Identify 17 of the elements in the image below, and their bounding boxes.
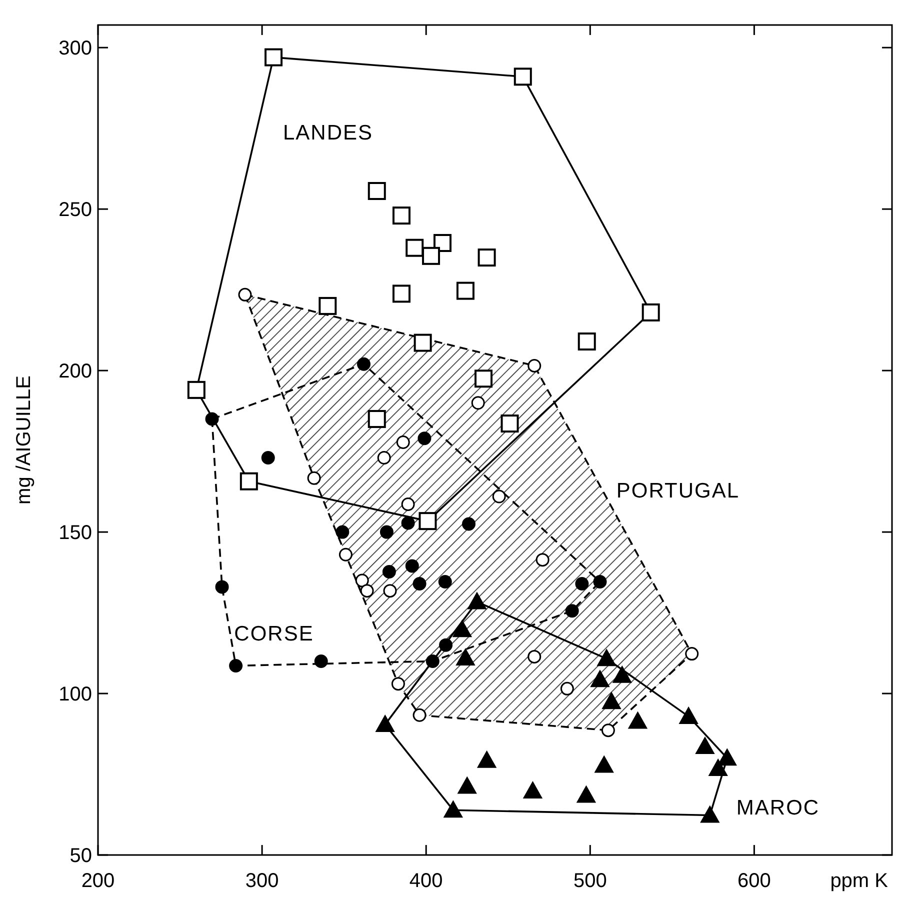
annotation: PORTUGAL	[616, 479, 740, 502]
y-tick-label: 50	[70, 845, 92, 867]
y-tick-label: 100	[58, 684, 92, 706]
x-tick-label: 600	[738, 870, 771, 892]
x-tick-label: 300	[245, 870, 279, 892]
x-tick-label: 500	[573, 870, 607, 892]
x-tick-label: 400	[409, 870, 443, 892]
y-axis-title: mg /AIGUILLE	[13, 376, 35, 504]
y-tick-label: 300	[58, 38, 92, 60]
y-tick-label: 250	[58, 199, 92, 222]
y-tick-label: 150	[58, 522, 92, 544]
y-tick-label: 200	[58, 360, 92, 383]
annotation: MAROC	[736, 796, 820, 820]
annotation: LANDES	[282, 121, 374, 144]
x-axis-title: ppm K	[830, 870, 889, 892]
x-tick-label: 200	[81, 870, 115, 892]
annotation: CORSE	[234, 622, 314, 646]
